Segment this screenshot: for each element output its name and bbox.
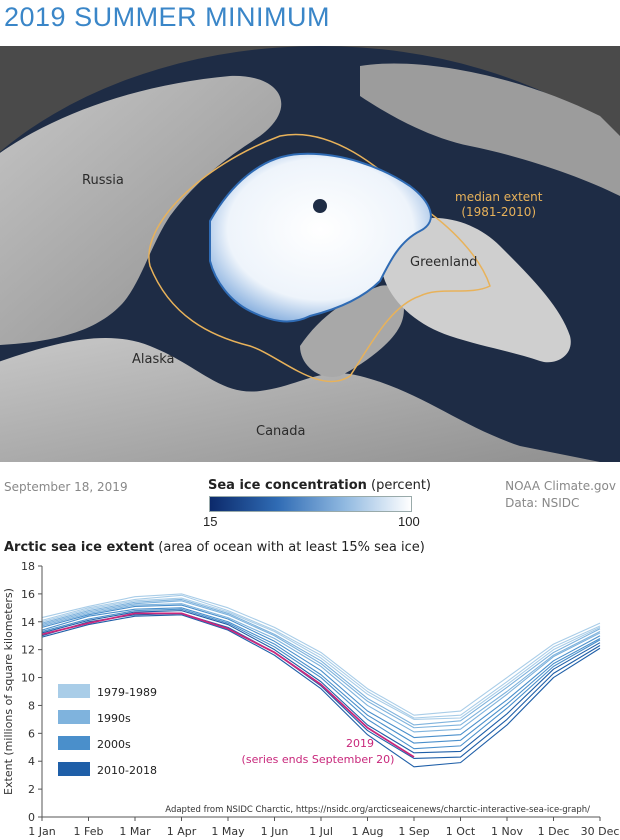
y-tick-label: 0 [28,811,35,824]
colorbar [209,496,412,512]
russia-label: Russia [82,173,124,188]
annotation-series-end: (series ends September 20) [242,753,395,766]
y-tick-label: 16 [21,588,35,601]
alaska-label: Alaska [132,352,175,367]
x-tick-label: 1 Feb [74,825,104,838]
y-tick-label: 12 [21,644,35,657]
series-line [41,594,601,719]
chart-title: Arctic sea ice extent (area of ocean wit… [4,540,425,555]
greenland-label: Greenland [410,255,478,270]
arctic-map: Russia Greenland Alaska Canada median ex… [0,46,620,462]
chart-source: Adapted from NSIDC Charctic, https://nsi… [165,805,590,815]
median-extent-label: median extent (1981-2010) [455,190,542,220]
legend-label: 1979-1989 [97,686,157,699]
series-line [41,600,601,729]
series-line [41,608,601,750]
colorbar-title-rest: (percent) [366,478,431,493]
series-layer [41,593,601,768]
north-america-land [0,337,620,462]
x-tick-label: 1 Mar [119,825,151,838]
page-title: 2019 SUMMER MINIMUM [4,2,331,32]
x-tick-label: 1 Jul [309,825,333,838]
x-tick-label: 1 Oct [446,825,476,838]
x-tick-label: 30 Dec [581,825,620,838]
series-line [41,597,601,720]
y-tick-label: 10 [21,672,35,685]
axis-layer: 0 2 4 6 8 10 12 14 16 18 1 Jan 1 Feb 1 Mar 1 Apr 1 May… [21,560,619,838]
series-line [41,614,601,768]
russia-land [0,75,282,345]
colorbar-max: 100 [398,514,420,529]
y-tick-label: 8 [28,699,35,712]
x-tick-label: 1 Aug [352,825,384,838]
europe-land [360,63,620,196]
series-line [41,604,601,739]
x-tick-label: 1 Jan [28,825,55,838]
median-extent-line [148,133,491,383]
chart-title-bold: Arctic sea ice extent [4,540,155,555]
colorbar-title-bold: Sea ice concentration [208,478,367,493]
series-line [41,593,601,716]
series-line [41,603,601,733]
y-tick-label: 4 [28,755,35,768]
x-tick-label: 1 May [211,825,245,838]
chart-title-rest: (area of ocean with at least 15% sea ice… [154,540,425,555]
credit-line1: NOAA Climate.gov [505,479,616,493]
legend-label: 2000s [97,738,131,751]
colorbar-title: Sea ice concentration (percent) [208,478,431,493]
y-tick-label: 14 [21,616,35,629]
map-date: September 18, 2019 [4,480,128,494]
series-line [41,598,601,726]
arctic-map-graphic [0,46,620,462]
y-axis-label: Extent (millions of square kilometers) [2,588,15,795]
y-tick-label: 6 [28,727,35,740]
x-tick-label: 1 Nov [491,825,523,838]
credit: NOAA Climate.gov Data: NSIDC [505,478,616,512]
archipelago-land [300,285,404,377]
series-line [41,612,601,759]
x-tick-label: 1 Apr [167,825,197,838]
x-tick-label: 1 Sep [398,825,429,838]
canada-label: Canada [256,424,306,439]
annotation-2019: 2019 [346,737,374,750]
credit-line2: Data: NSIDC [505,496,580,510]
colorbar-min: 15 [203,514,218,529]
x-tick-label: 1 Dec [538,825,570,838]
legend-swatch [58,762,90,776]
series-line [41,607,601,744]
legend-swatch [58,710,90,724]
median-label-line1: median extent [455,190,543,204]
legend-label: 2010-2018 [97,764,157,777]
extent-chart: 0 2 4 6 8 10 12 14 16 18 1 Jan 1 Feb 1 Mar 1 Apr 1 May… [2,560,619,838]
sea-ice-extent [209,152,432,323]
series-line-2019 [41,612,415,758]
pole-hole [313,199,327,213]
legend-layer: 1979-1989 1990s 2000s 2010-2018 [58,684,157,777]
series-line [41,610,601,754]
median-label-line2: (1981-2010) [461,205,537,219]
y-tick-label: 18 [21,560,35,573]
legend-label: 1990s [97,712,131,725]
y-tick-label: 2 [28,783,35,796]
legend-swatch [58,736,90,750]
x-tick-label: 1 Jun [261,825,289,838]
legend-swatch [58,684,90,698]
